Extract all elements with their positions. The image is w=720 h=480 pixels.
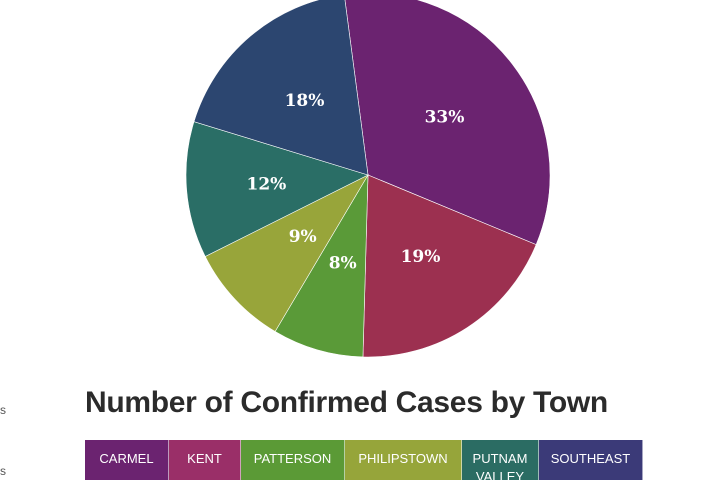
cropped-text-fragment: s [0,464,6,478]
slice-percent-label: 18% [285,91,325,111]
cropped-text-fragment: s [0,403,6,417]
legend-item-philipstown: PHILIPSTOWN [345,440,462,480]
pie-slice-patterson [274,173,369,358]
legend-item-carmel: CARMEL [85,440,169,480]
pie-slice-southeast [193,0,369,176]
legend-item-label: PATTERSON [253,451,332,466]
legend-item-label: KENT [187,451,222,466]
slice-percent-label: 8% [329,253,357,273]
pie-slice-carmel [344,0,551,246]
legend-item-southeast: SOUTHEAST [539,440,643,480]
legend: CARMEL KENT PATTERSON PHILIPSTOWN PUTNAM VAL… [85,440,643,480]
chart-title: Number of Confirmed Cases by Town [85,386,608,419]
legend-item-putnam-valley: PUTNAM VALLEY [462,440,539,480]
legend-item-kent: KENT [169,440,241,480]
slice-percent-label: 19% [401,247,441,267]
pie-slice-putnam-valley [185,121,369,257]
pie-slice-philipstown [204,174,369,332]
slice-percent-label: 33% [425,107,465,127]
slice-percent-label: 9% [289,227,317,247]
legend-item-label: SOUTHEAST [550,451,631,466]
legend-item-label: PHILIPSTOWN [358,451,448,466]
slice-percent-label: 12% [246,175,286,195]
pie-chart: 33% 19% 8% 9% 12% 18% [185,0,551,358]
legend-item-label: PUTNAM VALLEY [472,451,528,480]
legend-item-patterson: PATTERSON [241,440,345,480]
pie-slice-kent [362,174,537,358]
legend-item-label: CARMEL [99,451,154,466]
